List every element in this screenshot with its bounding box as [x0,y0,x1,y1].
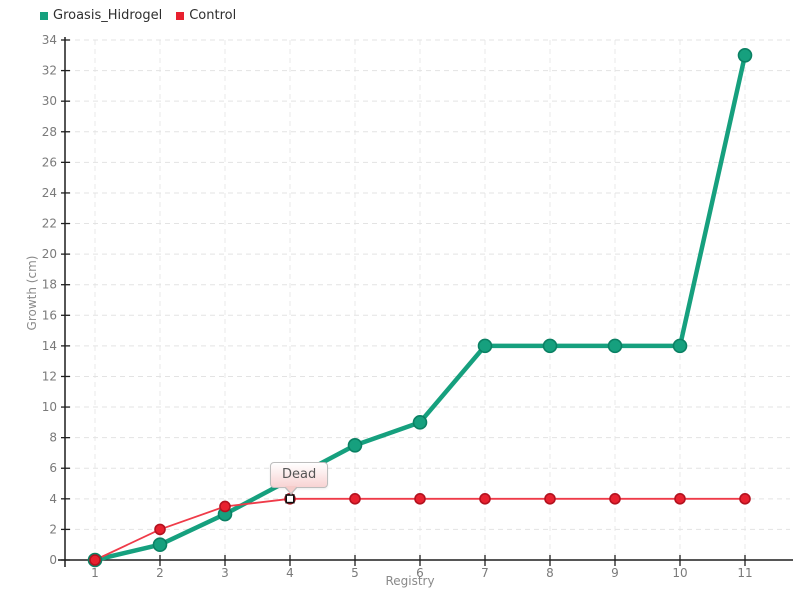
data-point-control[interactable] [414,493,426,505]
y-tick-label: 24 [42,186,57,200]
dead-tooltip-label: Dead [282,467,317,483]
y-tick-label: 32 [42,64,57,78]
control-series-label: Control [189,8,237,23]
x-tick-label: 9 [611,566,619,580]
data-point-groasis_hidrogel[interactable] [607,338,623,354]
y-axis-title: Growth (cm) [25,255,39,331]
x-tick-label: 6 [416,566,424,580]
y-tick-label: 0 [49,553,57,567]
x-tick-label: 10 [672,566,687,580]
data-point-groasis_hidrogel[interactable] [347,437,363,453]
data-point-control[interactable] [89,554,101,566]
y-tick-label: 10 [42,400,57,414]
x-axis-title: Registry [385,574,435,588]
data-point-control[interactable] [739,493,751,505]
x-tick-label: 7 [481,566,489,580]
data-point-groasis_hidrogel[interactable] [737,47,753,63]
y-tick-label: 6 [49,461,57,475]
data-point-control[interactable] [349,493,361,505]
dead-tooltip: Dead [270,462,329,496]
legend-item-control[interactable]: Control [176,8,236,23]
x-tick-label: 4 [286,566,294,580]
data-point-control[interactable] [544,493,556,505]
data-point-control[interactable] [609,493,621,505]
x-tick-label: 8 [546,566,554,580]
y-tick-label: 12 [42,369,57,383]
data-point-groasis_hidrogel[interactable] [152,537,168,553]
y-tick-label: 22 [42,217,57,231]
groasis-series-label: Groasis_Hidrogel [53,8,163,23]
x-tick-label: 1 [91,566,99,580]
data-point-control[interactable] [154,523,166,536]
y-tick-label: 28 [42,125,57,139]
data-point-control[interactable] [219,500,231,513]
y-tick-label: 20 [42,247,57,261]
y-tick-label: 18 [42,278,57,292]
series-line-groasis_hidrogel [92,53,748,563]
x-tick-label: 2 [156,566,164,580]
groasis-series-swatch-icon [40,11,48,20]
data-point-control[interactable] [479,493,491,505]
y-tick-label: 30 [42,94,57,108]
data-point-groasis_hidrogel[interactable] [542,338,558,354]
y-tick-label: 26 [42,155,57,169]
chart-legend: Groasis_Hidrogel Control [40,8,236,23]
data-point-control[interactable] [674,493,686,505]
y-tick-label: 34 [42,33,57,47]
y-tick-label: 8 [49,431,57,445]
y-tick-label: 16 [42,308,57,322]
x-tick-label: 11 [737,566,752,580]
control-series-swatch-icon [176,11,185,20]
x-tick-label: 5 [351,566,359,580]
dead-point-marker[interactable] [285,494,295,504]
data-point-groasis_hidrogel[interactable] [672,338,688,354]
legend-item-groasis-hidrogel[interactable]: Groasis_Hidrogel [40,8,162,23]
x-tick-label: 3 [221,566,229,580]
y-tick-label: 4 [49,492,57,506]
y-tick-label: 2 [49,522,57,536]
y-tick-label: 14 [42,339,57,353]
data-point-groasis_hidrogel[interactable] [412,415,428,430]
data-point-groasis_hidrogel[interactable] [477,338,493,354]
